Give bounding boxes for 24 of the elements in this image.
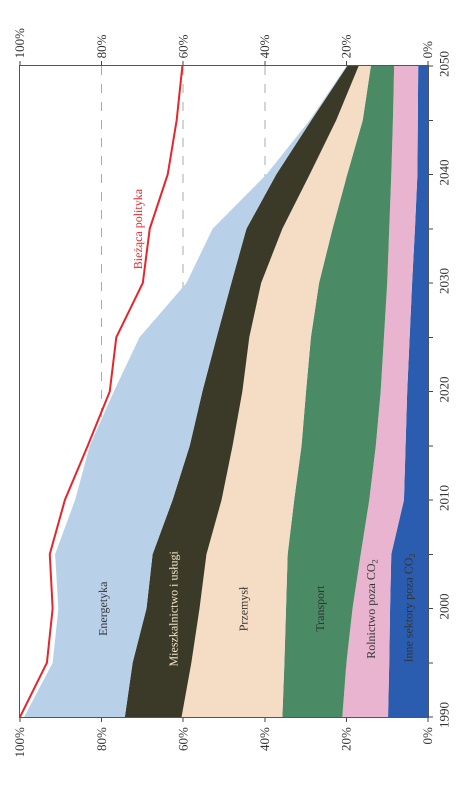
series-label: Transport	[312, 584, 327, 632]
y-tick-label: 2030	[436, 268, 452, 294]
x-tick-label: 100%	[12, 28, 28, 58]
x2-tick-label: 100%	[12, 727, 28, 758]
x-tick-label: 80%	[94, 34, 109, 58]
y-tick-label: 2040	[436, 160, 452, 186]
x-tick-label: 0%	[420, 40, 436, 58]
text: Bieżąca polityka	[130, 188, 145, 270]
x-tick-label: 60%	[175, 34, 190, 58]
y-tick-label: 2050	[436, 51, 452, 78]
x2-tick-label: 60%	[175, 727, 190, 752]
x-tick-label: 40%	[257, 34, 272, 58]
y-tick-label: 2010	[436, 485, 452, 512]
y-tick-label: 2020	[436, 376, 452, 403]
series-label: Przemysł	[236, 586, 250, 632]
y-tick-label: 2000	[436, 594, 452, 620]
series-label: Energetyka	[96, 580, 110, 636]
y-tick-label: 1990	[436, 702, 452, 728]
x-tick-label: 20%	[338, 34, 354, 58]
x2-tick-label: 40%	[257, 727, 272, 752]
x2-tick-label: 0%	[420, 727, 436, 745]
series-label: Mieszkalnictwo i usługi	[166, 550, 180, 666]
x2-tick-label: 80%	[94, 727, 109, 752]
x2-tick-label: 20%	[338, 727, 354, 752]
